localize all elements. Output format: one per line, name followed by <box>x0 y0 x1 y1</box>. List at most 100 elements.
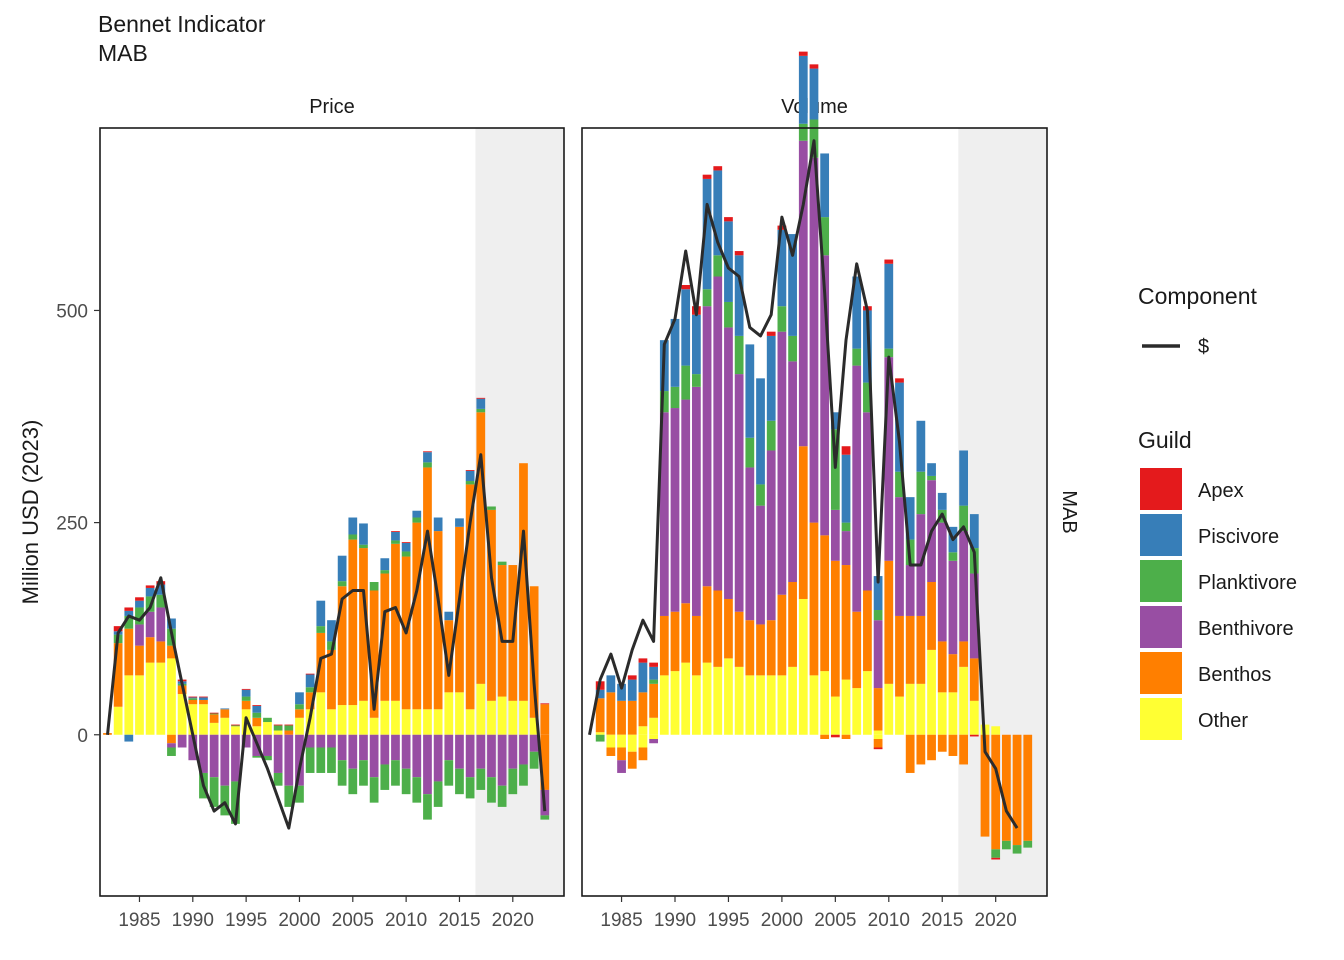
bar-price-1983-apex <box>113 626 123 632</box>
x-tick-label: 2005 <box>814 910 856 931</box>
bar-price-1987-benthos <box>156 641 166 663</box>
bar-price-1996-other <box>252 726 262 735</box>
bar-price-1995-benthivore <box>241 734 251 748</box>
bar-price-1992-apex <box>209 712 219 714</box>
bar-price-2012-other <box>423 709 432 735</box>
bar-price-1994-benthivore <box>231 734 240 782</box>
bar-volume-2016-other <box>948 692 958 735</box>
bar-volume-2018-benthos <box>969 658 979 701</box>
legend-swatch-benthos <box>1140 652 1182 694</box>
x-tick-label: 1990 <box>172 910 214 931</box>
bar-price-2004-other <box>337 705 347 735</box>
bar-volume-1993-planktivore <box>702 289 712 307</box>
bar-volume-1999-benthos <box>766 620 776 676</box>
bar-volume-2013-other <box>916 683 926 735</box>
bar-price-2008-benthivore <box>380 734 390 765</box>
bar-price-1992-other <box>209 722 219 735</box>
bar-volume-1985-benthos <box>617 700 626 735</box>
legend-component-title: Component <box>1138 283 1258 309</box>
bar-volume-1987-other <box>638 734 648 748</box>
bar-volume-1990-planktivore <box>670 386 680 409</box>
bar-price-1986-apex <box>145 585 155 588</box>
bar-price-2000-piscivore <box>295 692 304 705</box>
bar-volume-1997-benthos <box>745 620 755 676</box>
bar-price-2003-benthivore <box>327 734 336 748</box>
bar-volume-2011-apex <box>895 378 904 383</box>
bar-price-1987-benthivore <box>156 607 166 642</box>
bar-price-2005-planktivore <box>348 768 358 795</box>
x-tick-label: 1995 <box>225 910 267 931</box>
bar-volume-1987-piscivore <box>638 662 648 693</box>
bar-price-1998-other <box>273 730 283 735</box>
bar-volume-2001-piscivore <box>788 234 797 336</box>
bar-price-2011-planktivore <box>412 777 422 803</box>
bar-price-2001-apex <box>305 673 315 675</box>
bar-volume-2004-benthivore <box>820 255 830 536</box>
bar-volume-2001-planktivore <box>788 335 797 362</box>
right-strip-label: MAB <box>1058 490 1080 533</box>
bar-volume-2014-other <box>927 649 936 735</box>
bar-price-2014-benthos <box>444 620 454 693</box>
bar-price-1991-benthivore <box>199 734 208 773</box>
bar-price-2016-benthivore <box>465 734 475 778</box>
bar-volume-1984-piscivore <box>606 675 616 693</box>
legend-label-piscivore: Piscivore <box>1198 526 1279 548</box>
bar-volume-2012-piscivore <box>905 497 915 540</box>
bar-volume-1985-piscivore <box>617 683 626 701</box>
bar-volume-1998-benthivore <box>756 505 765 625</box>
bar-price-2009-apex <box>391 531 400 532</box>
bar-price-1990-planktivore <box>188 698 198 700</box>
bar-price-2016-piscivore <box>465 470 475 482</box>
bar-price-1988-benthos <box>167 734 176 744</box>
bar-price-1998-planktivore <box>273 725 283 731</box>
bar-price-1998-planktivore <box>273 772 283 786</box>
bar-price-1996-apex <box>252 705 262 706</box>
bar-price-2015-planktivore <box>455 768 464 795</box>
bar-price-2007-benthos <box>369 590 379 718</box>
bar-volume-1991-piscivore <box>681 289 691 366</box>
bar-price-2005-planktivore <box>348 534 358 540</box>
bar-volume-1985-other <box>617 734 626 748</box>
bar-price-2017-other <box>476 683 486 735</box>
bar-price-2009-benthos <box>391 543 400 701</box>
bar-volume-1995-planktivore <box>724 301 733 328</box>
bar-volume-1989-benthivore <box>659 412 669 616</box>
bar-volume-2000-piscivore <box>777 229 787 307</box>
bar-price-1997-other <box>263 722 272 735</box>
bar-volume-1995-apex <box>724 217 733 222</box>
bar-price-2008-piscivore <box>380 558 390 571</box>
bar-price-2003-other <box>327 709 336 735</box>
bar-price-1990-benthos <box>188 699 198 705</box>
bar-volume-2001-benthivore <box>788 361 797 583</box>
bar-volume-2012-benthos <box>905 615 915 684</box>
legend-component-label: $ <box>1198 336 1209 358</box>
bar-price-1984-piscivore <box>124 610 134 616</box>
bar-volume-2021-planktivore <box>1001 840 1011 850</box>
panel-border-volume <box>581 127 1048 897</box>
bar-volume-1993-piscivore <box>702 178 712 290</box>
bar-price-2000-other <box>295 717 304 735</box>
x-tick-label: 2010 <box>385 910 427 931</box>
bar-volume-2004-benthos <box>820 535 830 672</box>
bar-volume-2006-planktivore <box>841 522 851 532</box>
bar-volume-2014-piscivore <box>927 463 936 476</box>
bar-volume-2018-piscivore <box>969 514 979 549</box>
bar-price-1987-piscivore <box>156 584 166 595</box>
bar-price-2012-benthivore <box>423 734 432 795</box>
bar-volume-1993-benthivore <box>702 306 712 587</box>
bar-volume-2020-other <box>991 726 1001 735</box>
bar-price-2011-planktivore <box>412 517 422 523</box>
bar-price-2016-other <box>465 709 475 735</box>
bar-volume-1994-benthivore <box>713 276 723 591</box>
bar-volume-2020-benthos <box>991 734 1001 850</box>
bar-volume-2009-planktivore <box>873 610 883 621</box>
legend-swatch-piscivore <box>1140 514 1182 556</box>
bar-price-1999-apex <box>284 724 294 726</box>
bar-price-1994-apex <box>231 724 240 726</box>
bar-price-2021-other <box>519 700 528 735</box>
bar-volume-2010-planktivore <box>884 348 894 358</box>
bar-price-2010-planktivore <box>401 768 411 795</box>
bar-volume-2011-piscivore <box>895 382 904 472</box>
bar-volume-2014-benthos <box>927 582 936 650</box>
bar-price-2017-planktivore <box>476 768 486 790</box>
